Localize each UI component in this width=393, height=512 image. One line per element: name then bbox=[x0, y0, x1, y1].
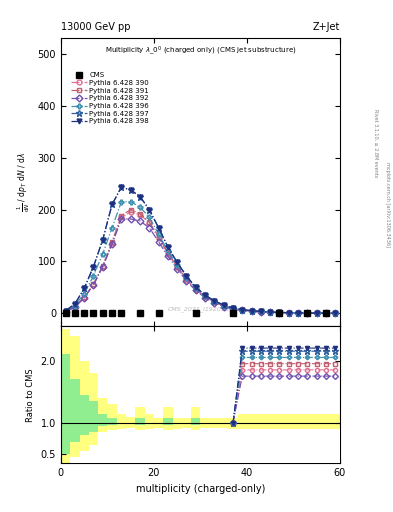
Bar bbox=[284, 429, 294, 463]
Y-axis label: Ratio to CMS: Ratio to CMS bbox=[26, 368, 35, 421]
Bar bbox=[107, 418, 117, 425]
Bar bbox=[266, 414, 275, 429]
Bar bbox=[163, 430, 173, 463]
Bar bbox=[79, 395, 89, 435]
Text: mcplots.cern.ch [arXiv:1306.3436]: mcplots.cern.ch [arXiv:1306.3436] bbox=[385, 162, 389, 247]
Bar bbox=[126, 417, 135, 428]
Bar bbox=[145, 429, 154, 463]
Bar bbox=[228, 429, 238, 463]
Bar bbox=[154, 428, 163, 463]
Bar bbox=[238, 429, 247, 463]
Bar bbox=[275, 414, 284, 429]
Bar bbox=[238, 414, 247, 429]
Bar bbox=[247, 429, 256, 463]
Bar bbox=[70, 336, 79, 457]
Bar bbox=[117, 414, 126, 429]
Bar bbox=[303, 429, 312, 463]
Bar bbox=[70, 379, 79, 441]
Bar bbox=[312, 414, 321, 429]
Bar bbox=[210, 428, 219, 463]
Bar bbox=[107, 430, 117, 463]
Bar bbox=[89, 401, 98, 432]
Legend: CMS, Pythia 6.428 390, Pythia 6.428 391, Pythia 6.428 392, Pythia 6.428 396, Pyt: CMS, Pythia 6.428 390, Pythia 6.428 391,… bbox=[70, 71, 151, 126]
Bar bbox=[275, 429, 284, 463]
Bar bbox=[191, 418, 200, 425]
Bar bbox=[135, 407, 145, 430]
Bar bbox=[79, 360, 89, 451]
Bar bbox=[321, 429, 331, 463]
Bar bbox=[303, 414, 312, 429]
Bar bbox=[191, 430, 200, 463]
Bar bbox=[135, 430, 145, 463]
Bar bbox=[89, 373, 98, 444]
Bar bbox=[284, 414, 294, 429]
Text: Z+Jet: Z+Jet bbox=[312, 22, 340, 32]
Text: Rivet 3.1.10, ≥ 2.8M events: Rivet 3.1.10, ≥ 2.8M events bbox=[373, 109, 378, 178]
Bar bbox=[266, 429, 275, 463]
Bar bbox=[145, 414, 154, 429]
Bar bbox=[321, 414, 331, 429]
Text: 13000 GeV pp: 13000 GeV pp bbox=[61, 22, 130, 32]
Bar bbox=[163, 418, 173, 425]
Bar bbox=[210, 418, 219, 428]
Bar bbox=[294, 414, 303, 429]
Bar bbox=[98, 414, 107, 426]
Bar bbox=[173, 429, 182, 463]
Bar bbox=[70, 457, 79, 463]
Bar bbox=[247, 414, 256, 429]
Bar bbox=[228, 418, 238, 429]
Y-axis label: mathrm d$^2$N
mathrm d $p_\mathrm{T}$ mathrm d lambda

$\frac{1}{\mathrm{d}N}$ /: mathrm d$^2$N mathrm d $p_\mathrm{T}$ ma… bbox=[0, 122, 32, 243]
Bar bbox=[312, 429, 321, 463]
Bar bbox=[89, 444, 98, 463]
Bar bbox=[182, 418, 191, 428]
Bar bbox=[126, 428, 135, 463]
Bar bbox=[191, 407, 200, 430]
Bar bbox=[135, 418, 145, 425]
Bar bbox=[219, 428, 228, 463]
Bar bbox=[331, 429, 340, 463]
Bar bbox=[294, 429, 303, 463]
Bar bbox=[107, 404, 117, 430]
Bar bbox=[98, 398, 107, 432]
Bar bbox=[163, 407, 173, 430]
Bar bbox=[173, 418, 182, 429]
Bar bbox=[154, 418, 163, 428]
X-axis label: multiplicity (charged-only): multiplicity (charged-only) bbox=[136, 484, 265, 494]
Bar bbox=[79, 451, 89, 463]
Bar bbox=[256, 414, 266, 429]
Bar bbox=[117, 429, 126, 463]
Bar bbox=[219, 418, 228, 428]
Bar bbox=[200, 428, 210, 463]
Bar bbox=[61, 354, 70, 454]
Bar bbox=[331, 414, 340, 429]
Bar bbox=[200, 418, 210, 428]
Bar bbox=[61, 329, 70, 466]
Text: Multiplicity $\lambda\_0^0$ (charged only) (CMS jet substructure): Multiplicity $\lambda\_0^0$ (charged onl… bbox=[105, 44, 296, 57]
Bar bbox=[182, 428, 191, 463]
Bar bbox=[256, 429, 266, 463]
Text: CMS_2021_I1920187: CMS_2021_I1920187 bbox=[167, 306, 233, 312]
Bar bbox=[98, 432, 107, 463]
